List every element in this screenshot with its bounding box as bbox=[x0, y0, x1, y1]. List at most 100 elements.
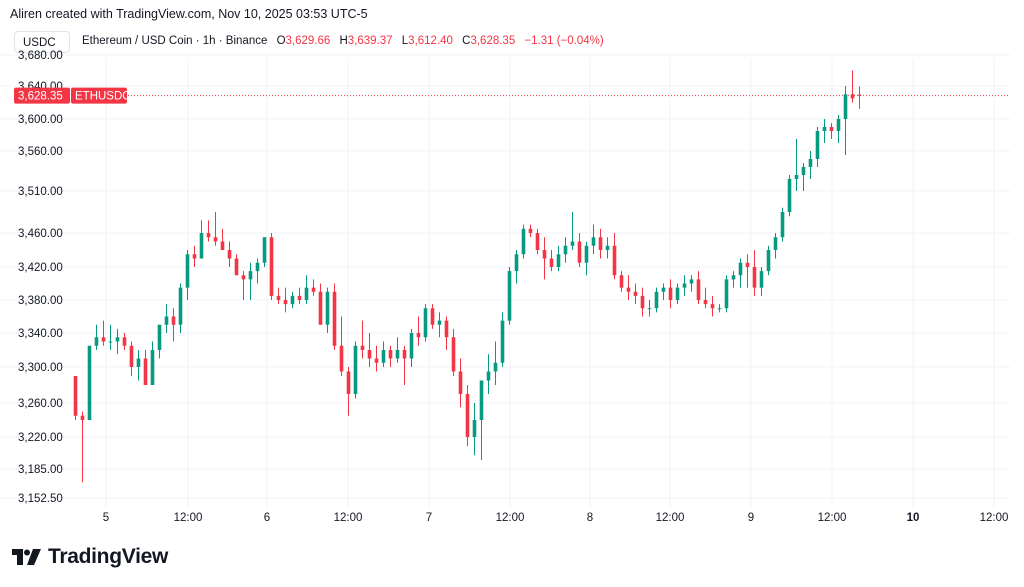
candle bbox=[374, 345, 379, 372]
candle-body bbox=[787, 179, 792, 212]
y-tick-label: 3,185.00 bbox=[18, 464, 63, 476]
candle-body bbox=[444, 320, 449, 338]
candle-body bbox=[136, 358, 141, 367]
candle bbox=[591, 224, 596, 255]
candle bbox=[304, 275, 309, 305]
x-tick-label: 12:00 bbox=[496, 512, 525, 524]
candle bbox=[262, 237, 267, 267]
candle bbox=[633, 283, 638, 305]
candle-body bbox=[94, 337, 99, 346]
candle bbox=[108, 324, 113, 350]
candle-body bbox=[465, 394, 470, 437]
candle-body bbox=[703, 300, 708, 305]
candle-body bbox=[360, 345, 365, 350]
candle-body bbox=[346, 371, 351, 394]
candle bbox=[521, 224, 526, 259]
candle-body bbox=[521, 228, 526, 255]
candle-body bbox=[689, 279, 694, 284]
y-tick-label: 3,380.00 bbox=[18, 295, 63, 307]
candle-body bbox=[542, 250, 547, 259]
candle-body bbox=[836, 119, 841, 131]
symbol-search-button[interactable]: USDC bbox=[14, 31, 70, 53]
candle bbox=[276, 287, 281, 305]
candle bbox=[661, 283, 666, 300]
candle-body bbox=[325, 291, 330, 325]
candle bbox=[794, 139, 799, 191]
candle-body bbox=[458, 371, 463, 394]
candle bbox=[843, 86, 848, 155]
x-tick-label: 10 bbox=[907, 512, 920, 524]
candle-body bbox=[507, 271, 512, 321]
candle-body bbox=[101, 337, 106, 342]
candle bbox=[458, 358, 463, 408]
candle bbox=[339, 316, 344, 376]
high-label: H bbox=[339, 35, 348, 47]
candle-body bbox=[661, 287, 666, 292]
candle bbox=[549, 250, 554, 272]
y-tick-label: 3,220.00 bbox=[18, 432, 63, 444]
candle-body bbox=[633, 291, 638, 296]
candle bbox=[507, 267, 512, 325]
candle bbox=[598, 228, 603, 259]
candle-body bbox=[381, 350, 386, 363]
candlestick-series bbox=[73, 70, 862, 483]
candle-body bbox=[626, 287, 631, 292]
open-value: 3,629.66 bbox=[285, 35, 331, 47]
candle bbox=[332, 283, 337, 350]
candle-body bbox=[388, 350, 393, 359]
candle bbox=[857, 86, 862, 109]
candle-body bbox=[843, 94, 848, 119]
instrument-label[interactable]: Ethereum / USD Coin · 1h · Binance bbox=[82, 35, 268, 47]
candle bbox=[654, 287, 659, 313]
chart-attribution: Aliren created with TradingView.com, Nov… bbox=[10, 7, 368, 21]
candle-body bbox=[857, 94, 862, 96]
y-tick-label: 3,560.00 bbox=[18, 146, 63, 158]
candle-body bbox=[73, 376, 78, 416]
low-value: 3,612.40 bbox=[408, 35, 453, 47]
candle bbox=[829, 123, 834, 139]
candle-body bbox=[794, 175, 799, 179]
candle-body bbox=[283, 300, 288, 305]
candle bbox=[836, 114, 841, 143]
legend-bar: Ethereum / USD Coin · 1h · Binance O3,62… bbox=[82, 35, 604, 47]
candle bbox=[500, 312, 505, 367]
candle bbox=[381, 341, 386, 367]
candle-body bbox=[549, 258, 554, 267]
candle-body bbox=[675, 287, 680, 300]
candle-body bbox=[192, 254, 197, 259]
candle bbox=[409, 328, 414, 367]
candle-body bbox=[269, 237, 274, 296]
candle-body bbox=[423, 308, 428, 338]
y-tick-label: 3,510.00 bbox=[18, 186, 63, 198]
candle bbox=[402, 345, 407, 385]
candle bbox=[647, 300, 652, 317]
y-tick-label: 3,600.00 bbox=[18, 114, 63, 126]
low-label: L bbox=[401, 35, 409, 47]
candle bbox=[787, 175, 792, 217]
candle-body bbox=[262, 237, 267, 263]
candle-body bbox=[276, 295, 281, 300]
candle-body bbox=[178, 287, 183, 325]
candle bbox=[297, 287, 302, 305]
candle bbox=[318, 283, 323, 325]
candle bbox=[101, 320, 106, 346]
candle-body bbox=[241, 275, 246, 280]
candle-body bbox=[514, 254, 519, 272]
candle bbox=[731, 271, 736, 288]
candle bbox=[605, 237, 610, 259]
candle bbox=[514, 250, 519, 284]
candle bbox=[570, 212, 575, 250]
y-tick-label: 3,300.00 bbox=[18, 362, 63, 374]
tradingview-wordmark: TradingView bbox=[48, 545, 169, 568]
candle bbox=[682, 275, 687, 296]
candle-body bbox=[472, 420, 477, 437]
candle-body bbox=[591, 237, 596, 246]
candle bbox=[94, 324, 99, 350]
candle bbox=[696, 271, 701, 305]
candle bbox=[619, 271, 624, 292]
tradingview-logo[interactable]: TradingView bbox=[12, 545, 168, 569]
candle-body bbox=[227, 250, 232, 259]
x-tick-label: 7 bbox=[426, 512, 432, 524]
candle bbox=[360, 320, 365, 359]
